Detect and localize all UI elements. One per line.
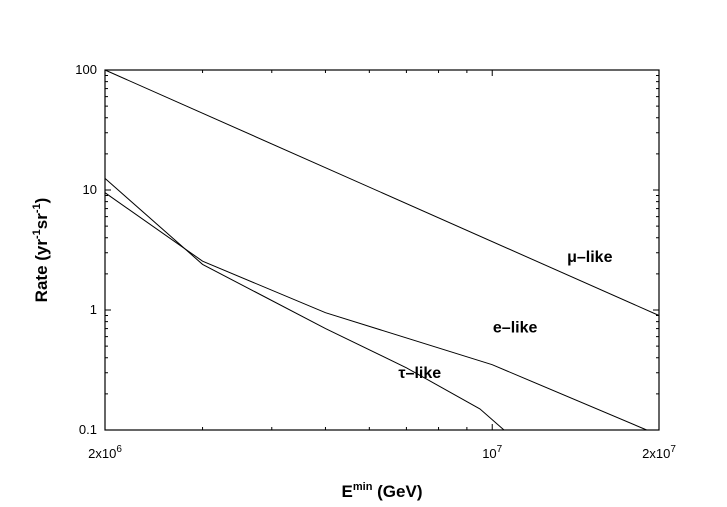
series-lines <box>104 69 660 431</box>
series-line <box>104 192 647 431</box>
x-tick-label: 107 <box>482 444 502 461</box>
plot-frame <box>104 69 660 431</box>
series-line <box>104 178 505 431</box>
y-tick-label: 10 <box>83 182 97 197</box>
series-label: μ–like <box>567 249 612 266</box>
y-axis-title: Rate (yr-1sr-1) <box>31 198 51 303</box>
x-axis-title: Emin (GeV) <box>342 481 423 501</box>
y-tick-labels: 100 10 1 0.1 <box>75 62 97 437</box>
x-tick-label: 2x106 <box>88 444 122 461</box>
y-tick-label: 100 <box>75 62 97 77</box>
series-line <box>104 69 660 316</box>
x-tick-label: 2x107 <box>642 444 676 461</box>
series-labels: μ–like e–like τ–like <box>398 249 612 382</box>
y-tick-label: 0.1 <box>79 422 97 437</box>
series-label: e–like <box>493 319 538 336</box>
x-tick-labels: 2x106 107 2x107 <box>88 444 676 461</box>
series-label: τ–like <box>398 365 441 382</box>
y-tick-label: 1 <box>90 302 97 317</box>
